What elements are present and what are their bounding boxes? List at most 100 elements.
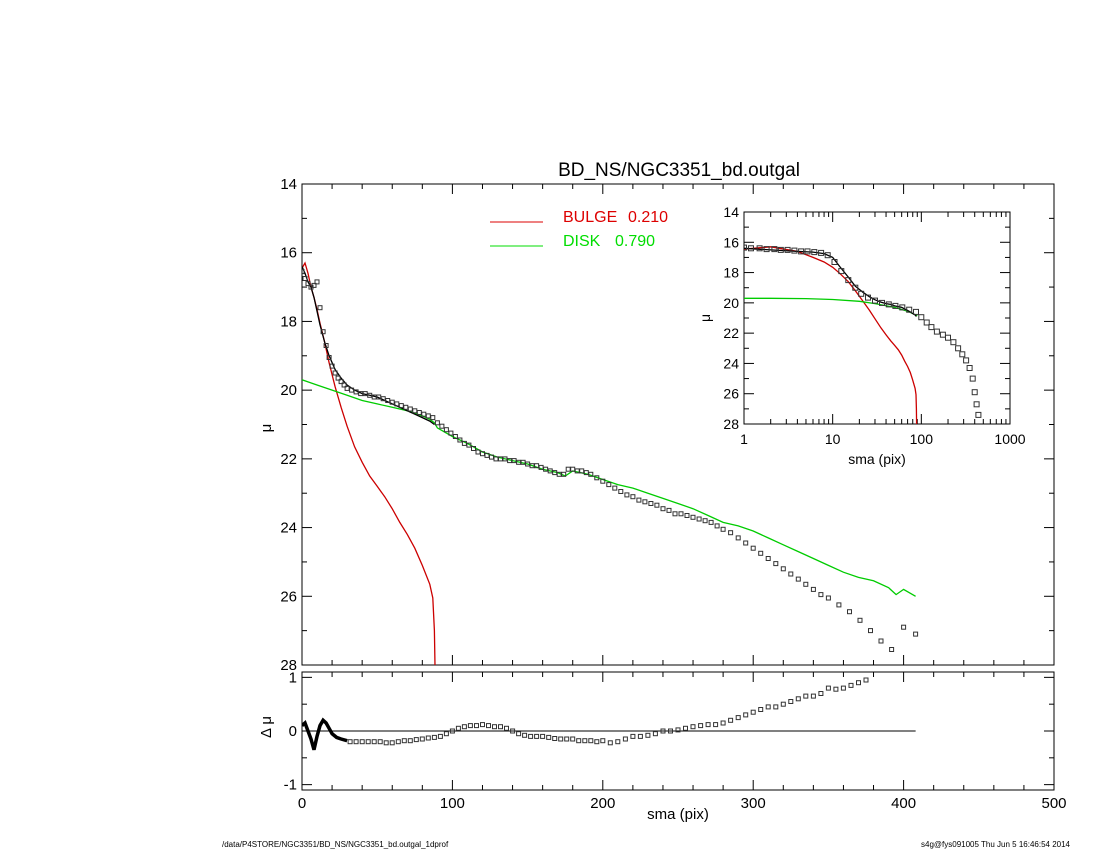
inset-point xyxy=(945,334,951,341)
main-y-axis-label: μ xyxy=(258,424,275,433)
inset-series-3 xyxy=(744,244,982,418)
inset-point xyxy=(950,339,957,346)
main-point xyxy=(818,592,824,598)
main-point xyxy=(618,489,624,494)
resid-point xyxy=(743,712,749,718)
main-point xyxy=(305,281,311,287)
inset-point xyxy=(872,297,878,304)
main-point xyxy=(341,382,347,388)
main-point xyxy=(314,279,320,285)
main-point xyxy=(868,628,873,634)
residual-x-ticks: 0 100 200 300 400 500 xyxy=(298,672,1067,812)
main-point xyxy=(630,494,636,500)
main-point xyxy=(329,363,335,369)
resid-point xyxy=(498,724,503,730)
main-point xyxy=(803,581,809,587)
resid-point xyxy=(377,739,383,745)
main-point xyxy=(543,466,549,472)
inset-ytick-label: 14 xyxy=(723,204,739,220)
main-point xyxy=(913,631,919,637)
main-point xyxy=(448,430,454,436)
main-ytick-label: 24 xyxy=(280,520,297,537)
inset-point xyxy=(892,302,899,309)
inset-point xyxy=(777,246,784,253)
main-point xyxy=(765,556,771,561)
residual-series-group xyxy=(302,677,916,751)
resid-point xyxy=(863,677,869,683)
main-point xyxy=(561,471,567,477)
resid-point xyxy=(652,731,658,737)
main-y-ticks: 14 16 18 20 22 24 26 28 xyxy=(280,176,1054,674)
main-ytick-label: 14 xyxy=(280,176,297,193)
resid-point xyxy=(705,722,711,728)
main-point xyxy=(666,507,672,513)
main-point xyxy=(735,535,741,541)
resid-point xyxy=(607,740,613,746)
main-series-2 xyxy=(302,266,435,426)
main-point xyxy=(302,276,308,281)
resid-point xyxy=(698,723,704,729)
inset-xtick-label: 1 xyxy=(740,431,748,447)
resid-point xyxy=(540,733,546,739)
main-x-ticks xyxy=(301,184,1055,665)
resid-point xyxy=(637,733,643,739)
inset-point xyxy=(804,248,811,255)
inset-point xyxy=(748,245,754,252)
main-point xyxy=(407,406,413,412)
resid-point xyxy=(461,724,467,730)
inset-point xyxy=(975,411,982,418)
inset-point xyxy=(858,290,865,297)
main-ytick-label: 18 xyxy=(280,313,297,330)
resid-ytick-label: -1 xyxy=(284,777,297,794)
resid-point xyxy=(645,732,651,738)
resid-point xyxy=(480,722,485,728)
resid-point xyxy=(713,722,719,728)
inset-point xyxy=(744,244,747,251)
main-point xyxy=(743,540,749,546)
resid-point xyxy=(395,739,401,745)
resid-point xyxy=(401,738,407,744)
resid-xtick-label: 400 xyxy=(891,795,916,812)
inset-point xyxy=(784,246,791,253)
resid-point xyxy=(582,738,588,744)
main-point xyxy=(857,617,863,623)
legend-bulge-value: 0.210 xyxy=(628,209,668,226)
main-point xyxy=(389,399,395,405)
inset-point xyxy=(933,328,940,335)
main-point xyxy=(466,442,472,448)
resid-point xyxy=(848,682,854,688)
resid-point xyxy=(818,691,824,696)
resid-xtick-label: 500 xyxy=(1041,795,1066,812)
main-point xyxy=(702,518,708,524)
resid-point xyxy=(690,724,696,730)
main-point xyxy=(847,609,852,615)
inset-line-0 xyxy=(744,246,918,424)
main-point xyxy=(471,446,476,451)
resid-point xyxy=(486,723,491,729)
resid-ytick-label: 0 xyxy=(289,723,297,740)
main-point xyxy=(750,545,756,551)
inset-ytick-label: 20 xyxy=(723,295,739,311)
resid-point xyxy=(825,685,831,691)
resid-point xyxy=(758,707,764,712)
inset-point xyxy=(818,249,825,256)
resid-point xyxy=(455,725,461,731)
main-point xyxy=(642,499,648,505)
inset-point xyxy=(923,319,930,326)
resid-point xyxy=(630,733,636,739)
main-line-2 xyxy=(302,266,435,426)
inset-point xyxy=(763,246,770,253)
main-point xyxy=(594,475,600,481)
resid-point xyxy=(528,733,534,739)
main-point xyxy=(502,456,508,462)
inset-series-group xyxy=(744,244,982,424)
main-point xyxy=(901,624,907,630)
main-point xyxy=(810,586,816,592)
inset-point xyxy=(811,249,818,256)
main-series-group xyxy=(302,261,919,665)
main-point xyxy=(836,602,842,608)
resid-point xyxy=(765,704,771,710)
resid-point xyxy=(668,728,673,734)
resid-point xyxy=(683,725,688,731)
